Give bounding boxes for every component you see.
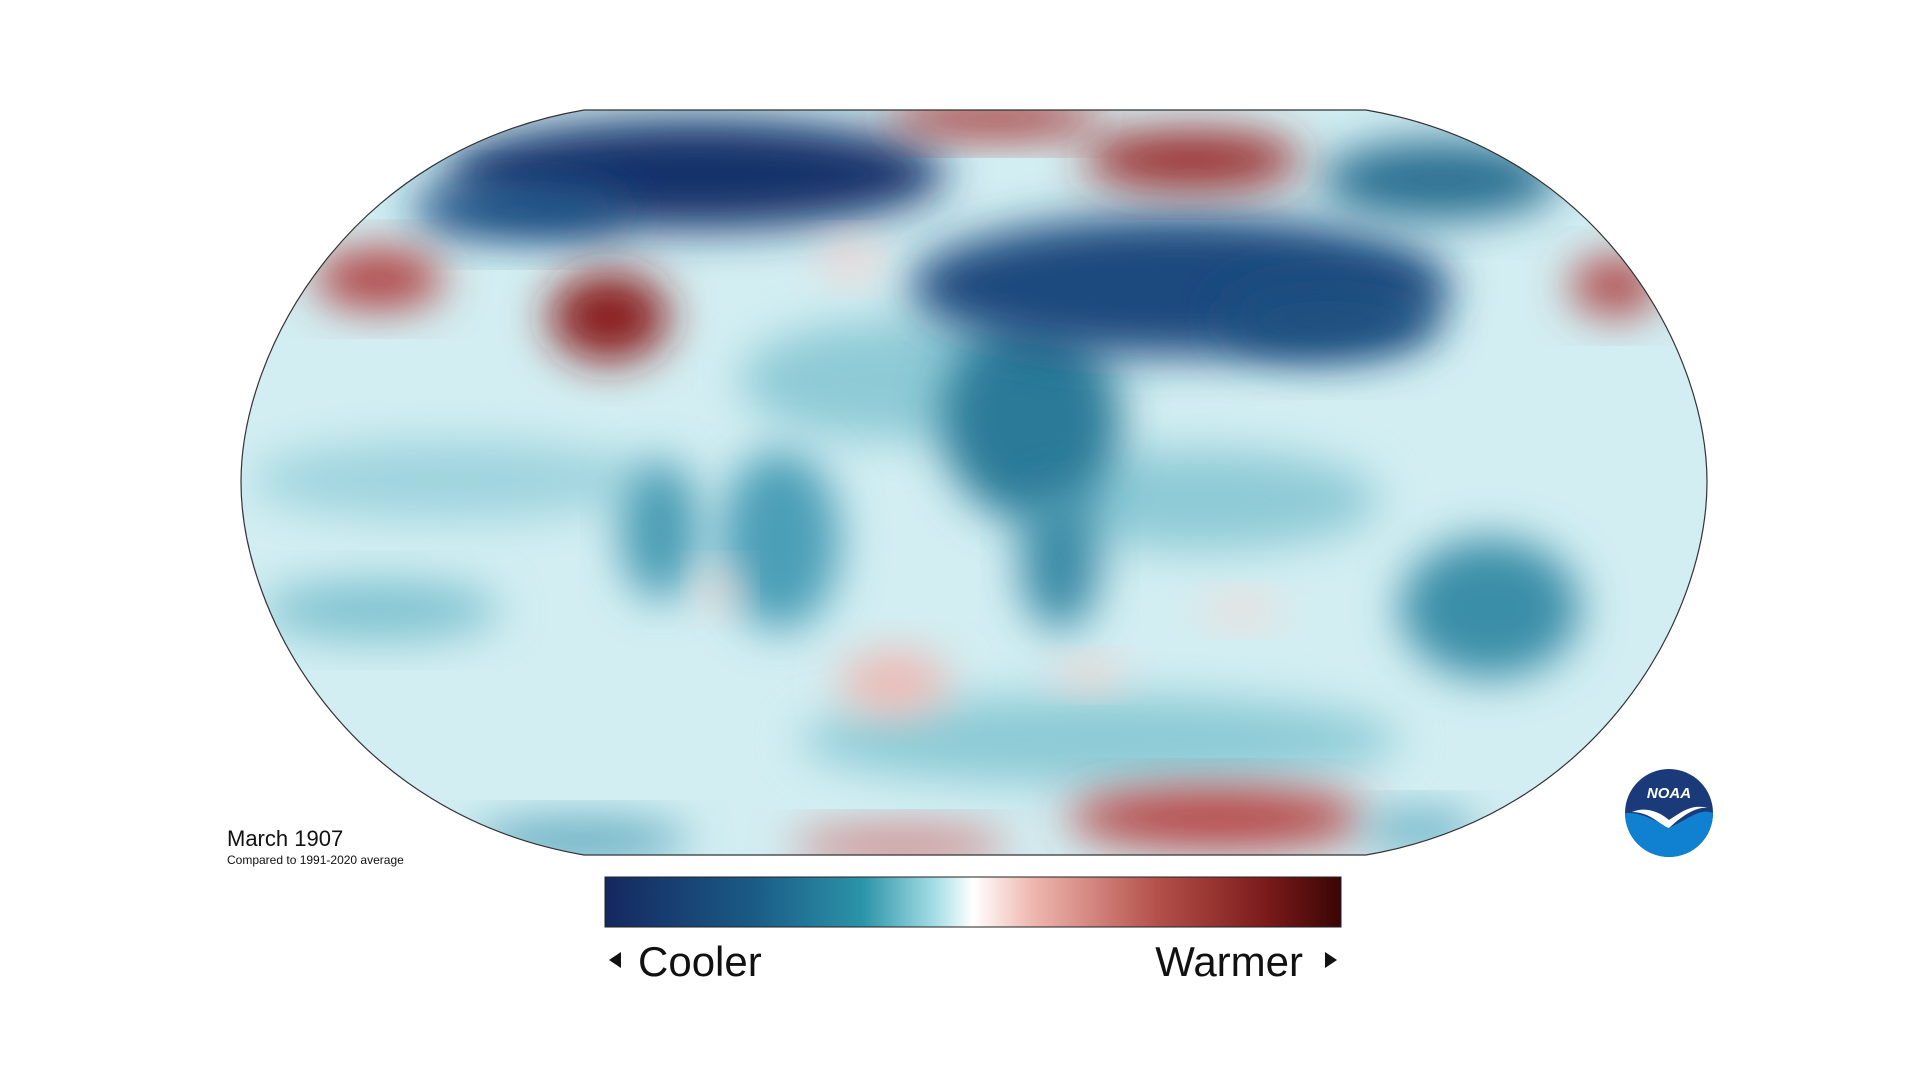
legend-high: Warmer [1155, 938, 1303, 985]
map-title: March 1907 [227, 826, 343, 851]
map-subtitle: Compared to 1991-2020 average [227, 853, 404, 867]
arrow-left [609, 952, 621, 968]
logo-bird [1632, 806, 1708, 828]
arrow-right [1325, 952, 1337, 968]
legend-low: Cooler [638, 938, 762, 985]
anomaly-blobs [250, 110, 1660, 855]
map-outline [240, 109, 1708, 856]
noaa-logo: NOAA [1625, 769, 1713, 857]
logo-text: NOAA [1647, 785, 1691, 802]
color-scale [604, 876, 1342, 928]
logo-lower [1625, 811, 1713, 857]
anomaly-field [241, 110, 1707, 855]
